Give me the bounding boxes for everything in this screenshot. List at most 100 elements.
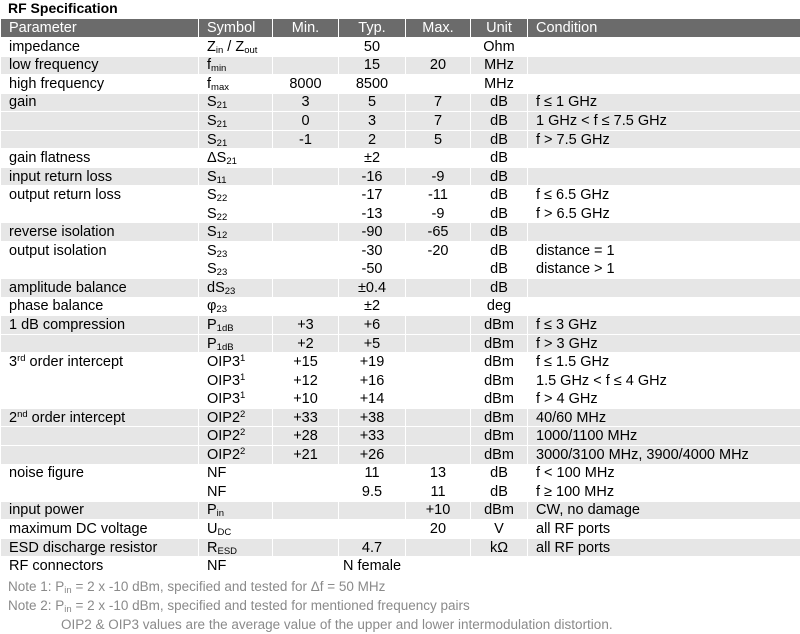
subscript: 23 (217, 267, 228, 278)
min-value-cell (273, 538, 339, 557)
subscript: 21 (217, 100, 228, 111)
symbol-cell: S21 (199, 112, 273, 131)
typ-value-cell: -50 (339, 260, 406, 279)
parameter-cell: maximum DC voltage (1, 520, 199, 539)
max-value-cell (406, 427, 471, 446)
text-segment: 2 (9, 410, 17, 426)
parameter-cell: low frequency (1, 56, 199, 75)
symbol-cell: P1dB (199, 334, 273, 353)
condition-cell: f > 3 GHz (528, 334, 800, 353)
max-value-cell (406, 149, 471, 168)
header-cell: Parameter (1, 19, 199, 38)
typ-value-cell: 9.5 (339, 483, 406, 502)
typ-value-cell: 15 (339, 56, 406, 75)
typ-value-cell: 4.7 (339, 538, 406, 557)
condition-cell: 1.5 GHz < f ≤ 4 GHz (528, 371, 800, 390)
text-segment: order intercept (26, 354, 124, 370)
min-value-cell (273, 501, 339, 520)
subscript: in (217, 508, 224, 519)
unit-cell: dBm (471, 408, 528, 427)
symbol-cell: OIP31 (199, 353, 273, 372)
parameter-cell: gain flatness (1, 149, 199, 168)
text-segment: OIP3 (207, 354, 240, 370)
condition-cell (528, 56, 800, 75)
symbol-cell: S21 (199, 93, 273, 112)
min-value-cell: 8000 (273, 75, 339, 94)
parameter-cell: phase balance (1, 297, 199, 316)
min-value-cell: -1 (273, 130, 339, 149)
condition-cell (528, 149, 800, 168)
unit-cell: dB (471, 260, 528, 279)
text-segment: order intercept (28, 410, 126, 426)
condition-cell (528, 279, 800, 298)
text-segment: OIP2 (207, 410, 240, 426)
symbol-cell: OIP22 (199, 408, 273, 427)
parameter-cell: noise figure (1, 464, 199, 483)
text-segment: 3 (9, 354, 17, 370)
min-value-cell (273, 520, 339, 539)
subscript: 1dB (217, 323, 234, 334)
max-value-cell (406, 316, 471, 335)
text-segment: φ (207, 298, 216, 314)
max-value-cell: +10 (406, 501, 471, 520)
condition-cell: 1000/1100 MHz (528, 427, 800, 446)
condition-cell (528, 167, 800, 186)
unit-cell: kΩ (471, 538, 528, 557)
symbol-cell: ΔS21 (199, 149, 273, 168)
condition-cell: f > 7.5 GHz (528, 130, 800, 149)
condition-cell (528, 297, 800, 316)
min-value-cell (273, 297, 339, 316)
unit-cell: dBm (471, 353, 528, 372)
parameter-cell: output isolation (1, 242, 199, 261)
min-value-cell: +21 (273, 446, 339, 465)
parameter-cell: amplitude balance (1, 279, 199, 298)
max-value-cell (406, 38, 471, 57)
max-value-cell (406, 297, 471, 316)
condition-cell: all RF ports (528, 538, 800, 557)
superscript: 1 (240, 390, 245, 401)
min-value-cell (273, 204, 339, 223)
superscript: 1 (240, 372, 245, 383)
max-value-cell (406, 408, 471, 427)
min-value-cell (273, 242, 339, 261)
text-segment: Note 2: P (8, 598, 64, 613)
symbol-cell: OIP31 (199, 371, 273, 390)
condition-cell: 40/60 MHz (528, 408, 800, 427)
unit-cell: dB (471, 483, 528, 502)
symbol-cell: Pin (199, 501, 273, 520)
parameter-cell: impedance (1, 38, 199, 57)
max-value-cell: 20 (406, 520, 471, 539)
typ-value-cell: 2 (339, 130, 406, 149)
superscript: 2 (240, 446, 245, 457)
text-segment: OIP3 (207, 391, 240, 407)
subscript: 12 (217, 230, 228, 241)
symbol-cell: NF (199, 464, 273, 483)
symbol-cell: S22 (199, 186, 273, 205)
subscript: 22 (217, 193, 228, 204)
parameter-cell: ESD discharge resistor (1, 538, 199, 557)
unit-cell: dB (471, 167, 528, 186)
typ-value-cell: ±0.4 (339, 279, 406, 298)
note: Note 1: Pin = 2 x -10 dBm, specified and… (8, 577, 613, 596)
condition-cell: f ≤ 3 GHz (528, 316, 800, 335)
header-cell: Unit (471, 19, 528, 38)
text-segment: P (207, 502, 217, 518)
unit-cell: dB (471, 223, 528, 242)
text-segment: Note 1: P (8, 579, 64, 594)
unit-cell: dBm (471, 390, 528, 409)
symbol-cell: S12 (199, 223, 273, 242)
typ-value-cell: +5 (339, 334, 406, 353)
symbol-cell: S21 (199, 130, 273, 149)
unit-cell (471, 557, 528, 576)
